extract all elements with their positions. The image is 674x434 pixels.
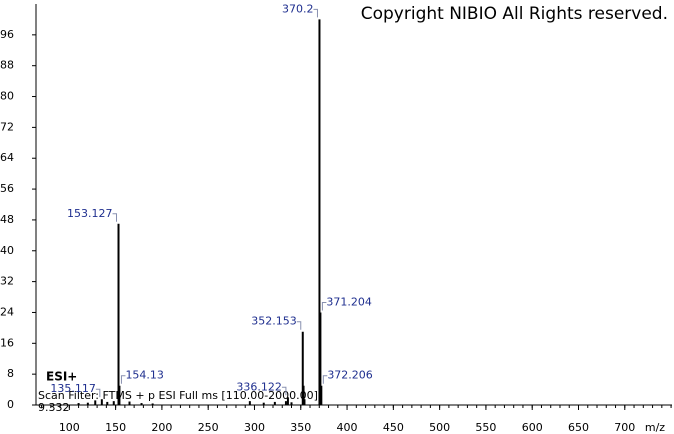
peak-label: 372.206 [327,369,373,382]
y-tick-label: 0 [7,398,14,411]
peak-label: 352.153 [251,315,297,328]
y-tick-label: 64 [0,151,14,164]
x-axis-label: m/z [645,421,665,434]
label-leader [281,386,287,396]
label-leader [321,301,327,311]
peak-label: 336.122 [236,380,282,393]
x-tick-label: 450 [383,421,404,434]
x-tick-label: 400 [337,421,358,434]
peak-label: 135.117 [50,382,96,395]
peak-label: 154.13 [125,369,163,382]
x-tick-label: 250 [198,421,219,434]
x-tick-label: 200 [151,421,172,434]
x-tick-label: 300 [244,421,265,434]
y-tick-label: 16 [0,336,14,349]
x-tick-label: 700 [614,421,635,434]
x-tick-label: 600 [522,421,543,434]
label-leader [112,213,118,222]
y-tick-label: 88 [0,59,14,72]
label-leader [120,375,126,384]
peak-label: 153.127 [67,207,113,220]
x-tick-label: 100 [59,421,80,434]
y-tick-label: 8 [7,367,14,380]
scan-filter: Scan Filter: FTMS + p ESI Full ms [110.0… [38,389,318,402]
chart-title: Copyright NIBIO All Rights reserved. [361,4,668,24]
y-tick-label: 56 [0,182,14,195]
retention-time: 9.332 [38,401,70,414]
y-tick-label: 80 [0,90,14,103]
peak-label: 370.2 [282,2,314,15]
x-tick-label: 350 [290,421,311,434]
y-tick-label: 48 [0,213,14,226]
x-tick-label: 500 [429,421,450,434]
label-leader [95,388,101,398]
label-leader [313,8,318,18]
y-tick-label: 32 [0,275,14,288]
label-leader [296,321,302,330]
ionization: ESI+ [46,370,77,384]
peak-label: 371.204 [326,295,372,308]
y-tick-label: 24 [0,305,14,318]
x-tick-label: 650 [568,421,589,434]
x-tick-label: 550 [475,421,496,434]
y-tick-label: 96 [0,28,14,41]
label-leader [322,375,328,384]
x-tick-label: 150 [105,421,126,434]
y-tick-label: 72 [0,120,14,133]
y-tick-label: 40 [0,244,14,257]
